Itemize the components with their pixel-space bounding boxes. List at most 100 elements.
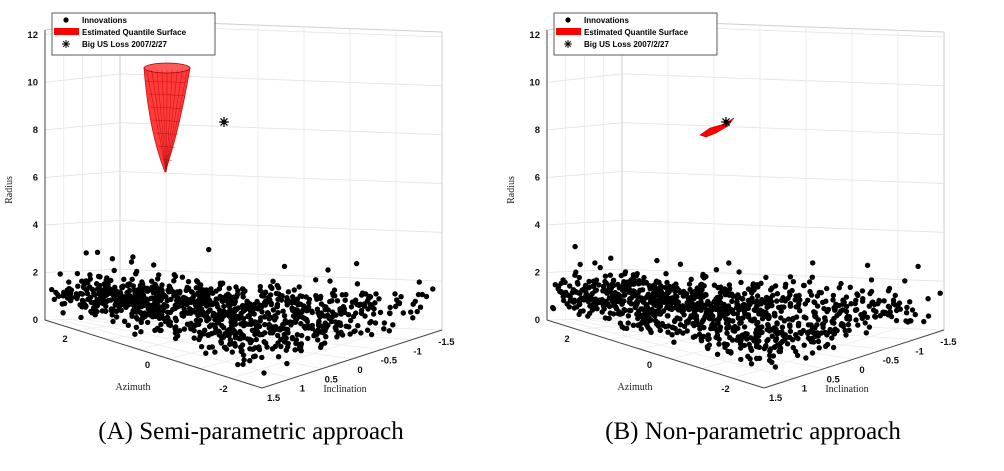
innovation-point [937, 290, 943, 296]
innovation-point [713, 267, 720, 273]
innovation-point [107, 286, 113, 292]
innovation-point [855, 322, 861, 328]
innovation-point [832, 326, 838, 332]
innovation-point [275, 309, 281, 316]
surface-mesh-line [165, 69, 173, 173]
innovation-point [133, 271, 139, 277]
innovation-point [782, 298, 789, 304]
innovation-point [866, 324, 873, 330]
innovation-point [188, 310, 194, 316]
innovation-point [846, 327, 852, 333]
innovation-point [334, 298, 341, 304]
innovation-point [761, 345, 768, 352]
innovation-point [736, 307, 742, 313]
innovation-point [777, 348, 784, 355]
innovation-point [408, 309, 414, 315]
innovation-point [237, 328, 243, 335]
innovation-point [824, 332, 830, 338]
innovation-point [268, 314, 274, 321]
innovation-point [247, 346, 253, 352]
innovation-point [672, 288, 678, 295]
innovation-point [738, 279, 744, 286]
innovation-point [838, 280, 844, 287]
innovation-point [759, 324, 765, 330]
z-tick-label: 8 [535, 125, 540, 136]
innovation-point [284, 326, 291, 333]
innovation-point [636, 280, 643, 286]
innovation-point [567, 294, 573, 300]
legend-label: Estimated Quantile Surface [584, 28, 689, 37]
z-tick-label: 12 [529, 30, 540, 41]
innovation-point [854, 291, 860, 297]
innovation-point [557, 288, 563, 295]
grid-z-right [119, 171, 443, 184]
innovation-point [241, 357, 247, 363]
innovation-point [305, 335, 311, 342]
innovation-point [85, 279, 91, 285]
innovation-point [621, 280, 627, 287]
innovation-point [679, 308, 685, 314]
innovation-point [769, 333, 775, 339]
innovation-point [549, 304, 556, 311]
innovation-point [630, 322, 637, 328]
innovation-point [392, 303, 399, 310]
innovation-point [294, 332, 301, 338]
innovation-point [844, 303, 850, 310]
innovation-point [713, 306, 719, 313]
innovation-point [665, 323, 672, 329]
innovation-point [778, 304, 785, 310]
innovation-point [796, 292, 802, 299]
innovation-point [392, 291, 398, 297]
innovation-point [296, 341, 302, 348]
innovation-point [717, 290, 724, 296]
innovation-point [305, 325, 312, 331]
innovation-point [167, 319, 173, 325]
innovation-point [169, 288, 176, 295]
innovation-point [607, 289, 614, 295]
innovation-point [763, 309, 769, 316]
innovation-point [354, 281, 361, 287]
innovation-point [370, 311, 377, 317]
innovation-point [331, 287, 338, 293]
z-tick-label: 0 [33, 315, 38, 326]
innovation-point [244, 298, 250, 304]
innovation-point [803, 355, 809, 361]
grid-floor-u [559, 319, 795, 379]
innovation-point [622, 292, 628, 298]
innovation-point [325, 267, 331, 273]
innovation-point [810, 260, 816, 266]
innovation-point [129, 276, 135, 282]
innovation-point [290, 294, 296, 300]
innovation-point [99, 300, 106, 306]
innovation-point [768, 287, 774, 293]
innovation-point [758, 301, 764, 307]
innovation-point [676, 328, 683, 334]
innovation-point [113, 308, 120, 315]
innovation-point [275, 340, 281, 346]
innovation-point [583, 291, 589, 297]
innovation-point [704, 344, 711, 350]
surface-mesh-line [165, 69, 183, 173]
grid-z-right [621, 268, 945, 282]
innovation-point [747, 356, 753, 362]
legend-label: Big US Loss 2007/2/27 [82, 40, 167, 49]
innovation-point [593, 287, 600, 293]
innovation-point [844, 313, 851, 320]
innovation-point [108, 277, 114, 284]
innovation-point [269, 285, 275, 291]
innovation-point [893, 317, 900, 324]
innovation-point [270, 278, 276, 284]
innovation-point [206, 344, 212, 350]
innovation-point [772, 344, 778, 350]
legend-dot [63, 17, 69, 23]
innovation-point [94, 286, 101, 292]
innovation-point [606, 283, 612, 290]
innovation-point [663, 271, 669, 277]
innovation-point [217, 295, 224, 301]
innovation-point [686, 306, 692, 313]
innovation-point [394, 297, 400, 303]
innovation-point [358, 307, 365, 314]
innovation-point [79, 291, 86, 297]
x-tick-label: -2 [219, 384, 227, 395]
innovation-point [189, 289, 195, 295]
